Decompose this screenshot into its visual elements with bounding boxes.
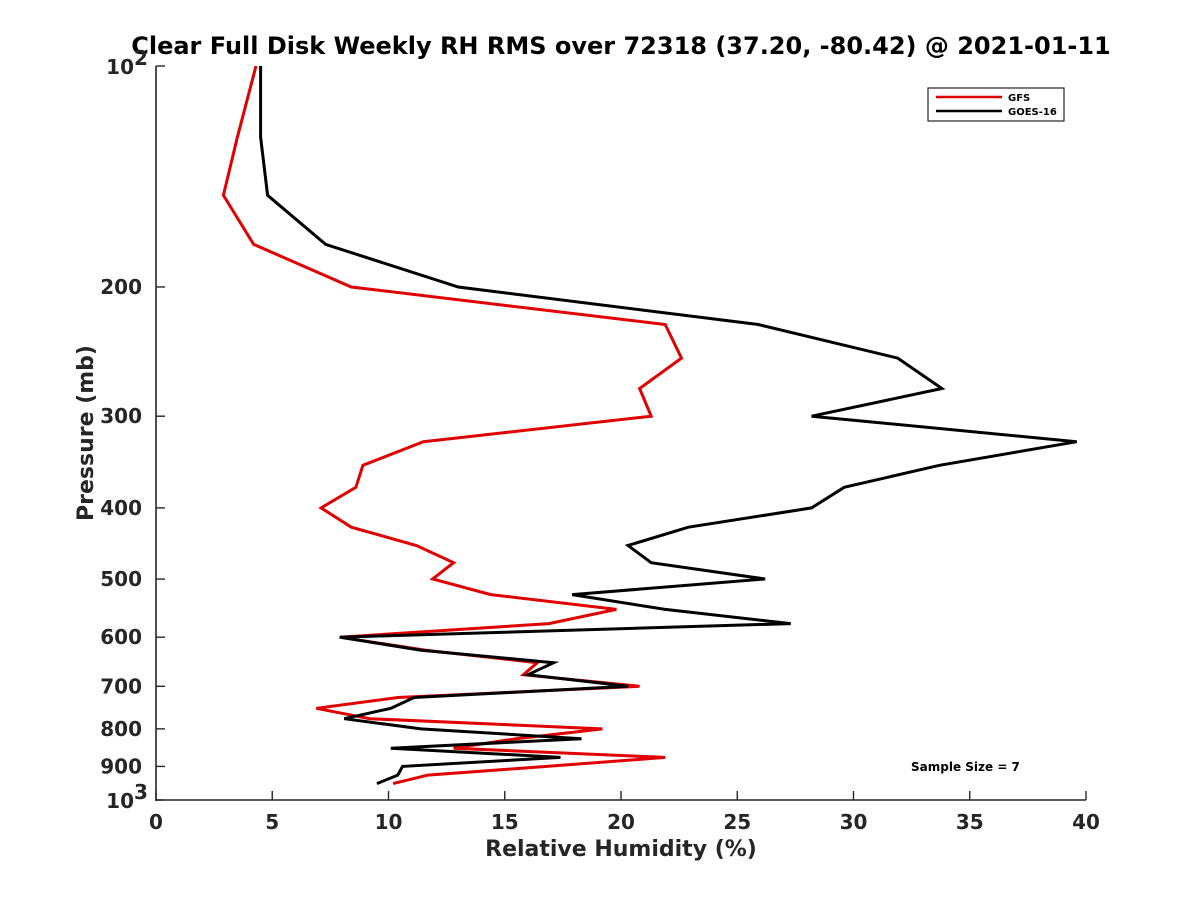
y-tick-label: 10 xyxy=(106,55,134,79)
y-tick-label: 800 xyxy=(100,717,142,741)
series-line-gfs xyxy=(221,65,684,786)
x-tick-label: 30 xyxy=(840,810,868,834)
y-tick-label: 300 xyxy=(100,404,142,428)
legend-label: GOES-16 xyxy=(1008,107,1057,118)
y-tick-exponent: 3 xyxy=(134,780,148,804)
x-tick-label: 0 xyxy=(149,810,163,834)
legend-label: GFS xyxy=(1008,93,1030,104)
chart-title: Clear Full Disk Weekly RH RMS over 72318… xyxy=(131,32,1111,60)
y-tick-label: 500 xyxy=(100,567,142,591)
x-ticks: 0 5 10 15 20 25 30 35 40 xyxy=(149,791,1100,834)
sample-size-annotation: Sample Size = 7 xyxy=(911,760,1020,774)
y-tick-label: 900 xyxy=(100,754,142,778)
x-tick-label: 5 xyxy=(265,810,279,834)
y-tick-label: 10 xyxy=(106,789,134,813)
x-tick-label: 40 xyxy=(1072,810,1100,834)
legend-box xyxy=(927,87,1065,122)
legend: GFS GOES-16 xyxy=(927,87,1065,122)
y-tick-label: 400 xyxy=(100,496,142,520)
y-axis-label: Pressure (mb) xyxy=(74,345,99,521)
y-tick-label: 600 xyxy=(100,625,142,649)
x-axis-label: Relative Humidity (%) xyxy=(485,837,757,862)
y-tick-label: 700 xyxy=(100,674,142,698)
x-tick-label: 25 xyxy=(723,810,751,834)
series-lines xyxy=(221,65,1077,786)
x-tick-label: 15 xyxy=(491,810,519,834)
x-tick-label: 20 xyxy=(607,810,635,834)
x-tick-label: 35 xyxy=(956,810,984,834)
y-tick-label: 200 xyxy=(100,275,142,299)
y-tick-exponent: 2 xyxy=(134,46,148,70)
series-line-goes-16 xyxy=(259,66,1077,785)
x-tick-label: 10 xyxy=(375,810,403,834)
